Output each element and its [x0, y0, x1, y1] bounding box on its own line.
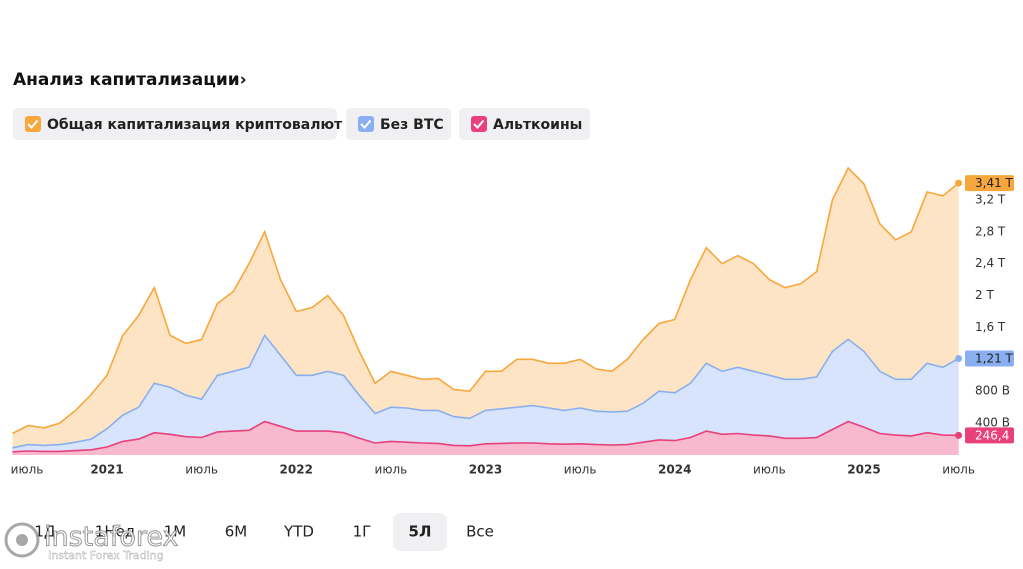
legend-chip [459, 108, 590, 140]
line [12, 166, 960, 435]
y-tick-label: 3,2 T [975, 192, 1006, 206]
x-tick-label: 2023 [469, 463, 502, 477]
period-button[interactable]: 1М [164, 523, 187, 541]
legend-check [473, 119, 485, 129]
x-tick-label: июль [753, 463, 786, 477]
title-chevron[interactable]: › [240, 70, 247, 90]
legend-checkbox [25, 116, 41, 132]
x-tick-label: июль [564, 463, 597, 477]
x-tick-label: 2025 [847, 463, 880, 477]
period-button[interactable]: 6М [225, 523, 248, 541]
area [12, 335, 959, 455]
line [12, 333, 959, 449]
y-tick-label: 800 B [975, 384, 1010, 398]
y-tick-label: 400 B [975, 416, 1010, 430]
x-tick-label: 2024 [658, 463, 691, 477]
y-tick-label: 2,4 T [975, 256, 1006, 270]
x-tick-label: июль [185, 463, 218, 477]
end-label-box [965, 350, 1014, 367]
legend-checkbox [358, 116, 374, 132]
x-tick-label: июль [942, 463, 975, 477]
legend-label: Общая капитализация криптовалют [47, 117, 343, 133]
period-button[interactable]: 1Нед [95, 523, 135, 541]
legend-check [27, 119, 39, 129]
chart-title: Анализ капитализации› [13, 70, 247, 90]
legend-chip [13, 108, 337, 140]
x-tick-label: июль [375, 463, 408, 477]
x-tick-label: июль [11, 463, 44, 477]
title-text: Анализ капитализации [13, 70, 240, 90]
period-button[interactable]: 1Г [353, 523, 372, 541]
period-button[interactable]: 5Л [409, 523, 432, 541]
y-tick-label: 2,8 T [975, 224, 1006, 238]
end-label-box [965, 427, 1014, 444]
end-label: 246,4 B [975, 428, 1021, 442]
legend-item[interactable]: Общая капитализация криптовалют [13, 108, 343, 140]
watermark-tagline: Instant Forex Trading [48, 549, 164, 562]
watermark-brand: instaforex [44, 522, 178, 553]
x-tick-label: 2021 [90, 463, 123, 477]
watermark-logo [4, 522, 40, 558]
watermark-logo-dot [16, 534, 28, 546]
y-tick-label: 1,6 T [975, 320, 1006, 334]
period-selected [393, 513, 447, 551]
period-button[interactable]: YTD [283, 523, 314, 541]
area [12, 421, 959, 455]
legend-item[interactable]: Без BTC [346, 108, 451, 140]
end-dot [955, 431, 963, 439]
period-button[interactable]: Все [466, 523, 494, 541]
end-label: 3,41 T [975, 176, 1014, 190]
period-button[interactable]: 1Д [34, 523, 55, 541]
end-dot [955, 179, 963, 187]
end-label: 1,21 T [975, 352, 1014, 366]
legend-chip [346, 108, 451, 140]
y-tick-label: 2 T [975, 288, 994, 302]
end-dot [955, 355, 963, 363]
x-tick-label: 2022 [280, 463, 313, 477]
legend-label: Альткоины [493, 117, 582, 133]
line [12, 420, 959, 453]
legend-check [360, 119, 372, 129]
legend-checkbox [471, 116, 487, 132]
legend-item[interactable]: Альткоины [459, 108, 590, 140]
end-label-box [965, 175, 1014, 192]
legend-label: Без BTC [380, 117, 444, 133]
